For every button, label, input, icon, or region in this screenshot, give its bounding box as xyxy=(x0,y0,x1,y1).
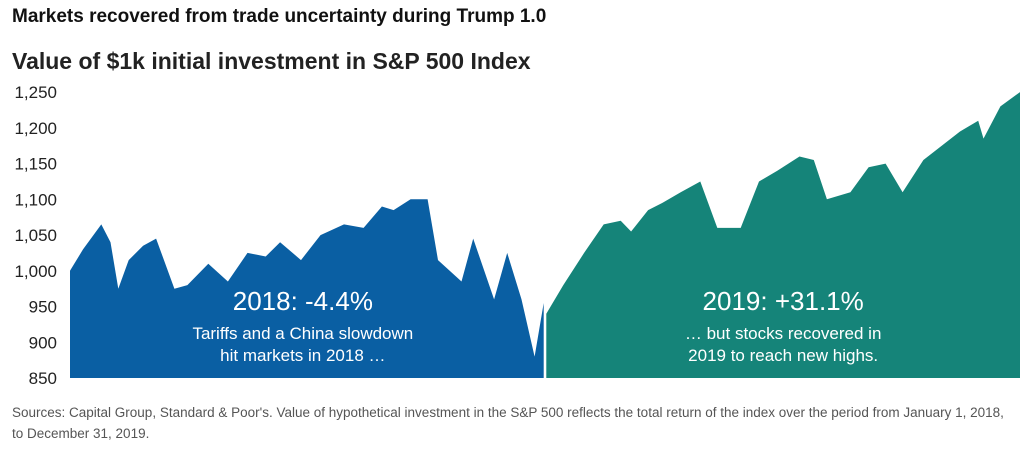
source-footnote: Sources: Capital Group, Standard & Poor'… xyxy=(12,405,1004,441)
area-series-2 xyxy=(546,92,1020,378)
area-chart: 8509009501,0001,0501,1001,1501,2001,250 … xyxy=(14,83,1020,388)
y-tick-label: 1,050 xyxy=(14,226,57,245)
series-1-annotation-line: hit markets in 2018 … xyxy=(220,346,385,365)
plot-area xyxy=(70,92,1020,378)
headline: Markets recovered from trade uncertainty… xyxy=(12,6,547,27)
y-tick-label: 900 xyxy=(29,333,57,352)
y-tick-label: 1,100 xyxy=(14,190,57,209)
y-tick-label: 1,200 xyxy=(14,119,57,138)
series-2-return-label: 2019: +31.1% xyxy=(703,286,864,316)
series-2-annotation-line: … but stocks recovered in xyxy=(685,324,882,343)
series-2-annotation-line: 2019 to reach new highs. xyxy=(688,346,878,365)
chart-title: Value of $1k initial investment in S&P 5… xyxy=(12,48,531,74)
y-tick-label: 850 xyxy=(29,369,57,388)
area-series-1 xyxy=(70,199,544,378)
annotations: 2018: -4.4% Tariffs and a China slowdown h… xyxy=(192,286,881,365)
y-axis: 850 900 950 1,000 1,050 1,100 1,150 1,200 1,250 xyxy=(14,83,57,388)
y-tick-label: 1,000 xyxy=(14,262,57,281)
series-1-return-label: 2018: -4.4% xyxy=(233,286,373,316)
y-tick-label: 1,250 xyxy=(14,83,57,102)
y-tick-label: 950 xyxy=(29,298,57,317)
series-1-annotation-line: Tariffs and a China slowdown xyxy=(192,324,413,343)
y-tick-label: 1,150 xyxy=(14,155,57,174)
